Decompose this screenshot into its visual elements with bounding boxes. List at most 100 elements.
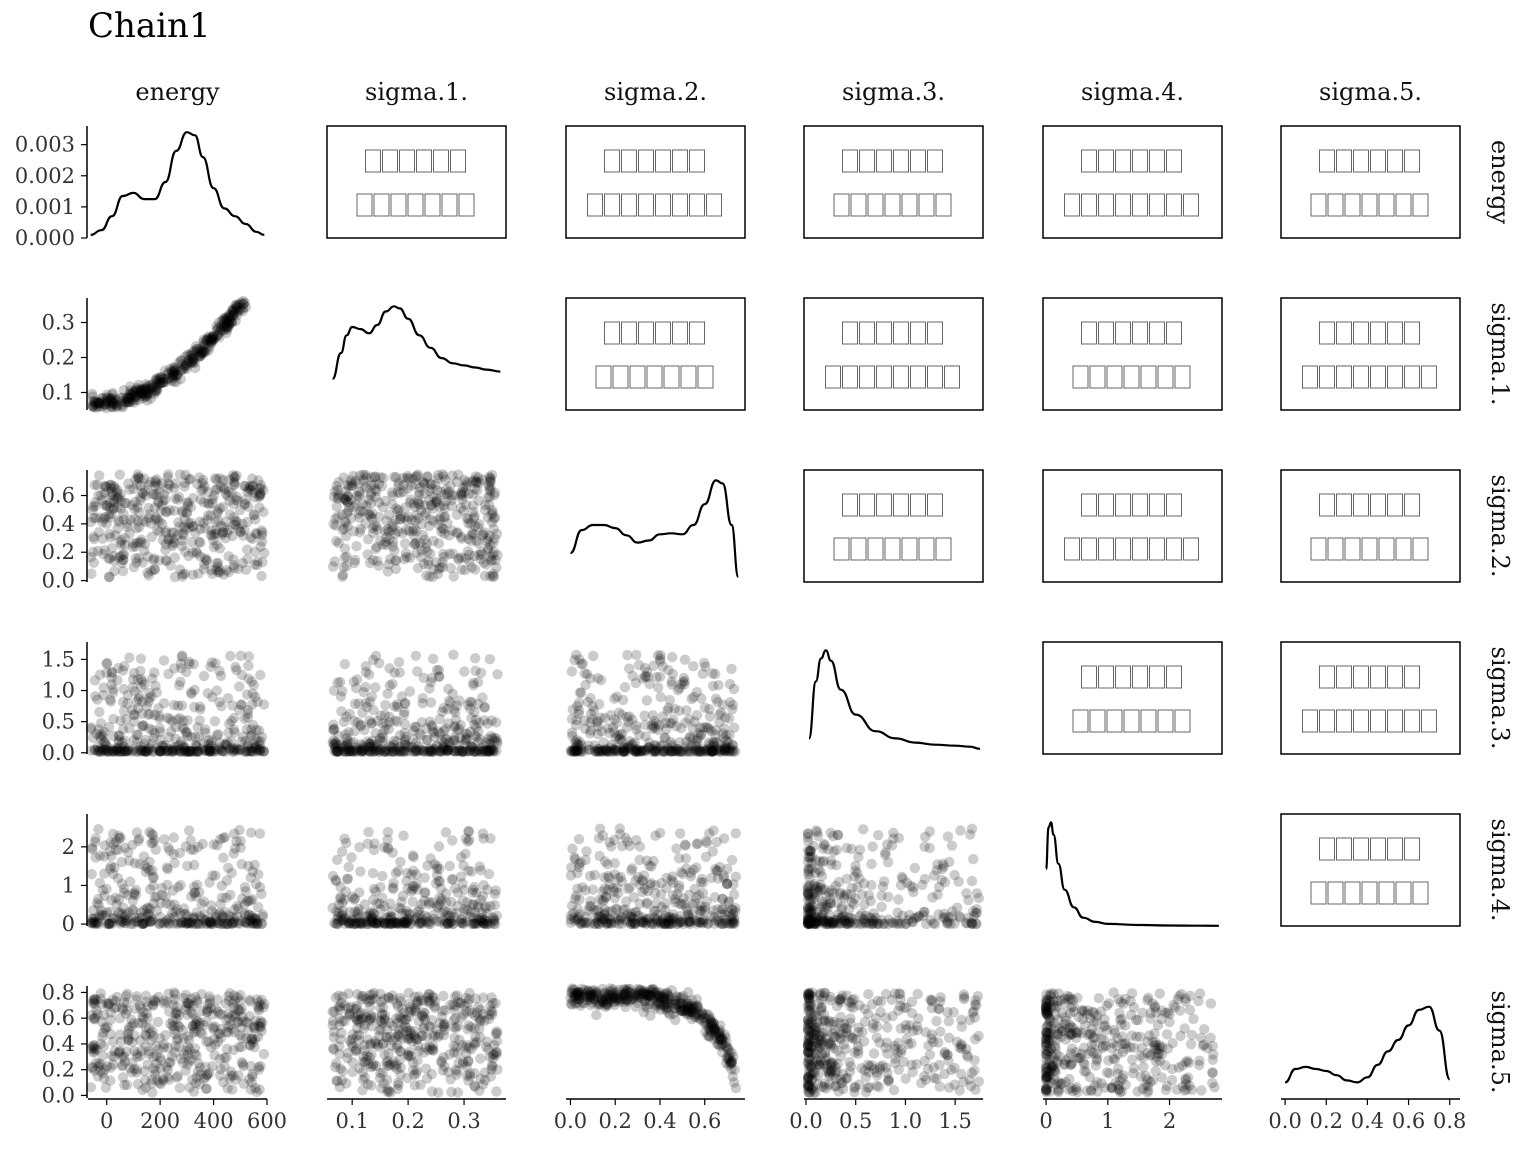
scatter-point: [116, 396, 127, 407]
missing-glyph-box: [850, 193, 867, 217]
missing-glyph-box: [1370, 665, 1386, 689]
scatter-point: [196, 347, 207, 359]
scatter-point: [614, 829, 626, 840]
scatter-point: [218, 475, 229, 486]
scatter-point: [439, 503, 450, 514]
scatter-point: [212, 557, 224, 569]
scatter-point: [151, 373, 162, 384]
scatter-point: [119, 396, 130, 407]
density-curve-sigma.3.: [807, 649, 981, 750]
scatter-point: [463, 488, 474, 500]
missing-glyph-box: [433, 149, 449, 173]
scatter-point: [140, 391, 151, 402]
scatter-point: [219, 484, 230, 495]
missing-glyph-box: [621, 193, 637, 217]
scatter-point: [247, 480, 259, 491]
scatter-point: [133, 379, 144, 391]
scatter-point: [140, 1029, 151, 1040]
missing-glyph-box: [1106, 365, 1123, 389]
missing-glyph-box: [1395, 537, 1412, 561]
scatter-point: [333, 537, 344, 549]
scatter-point: [207, 334, 219, 345]
scatter-point: [428, 535, 439, 547]
scatter-point: [238, 530, 249, 541]
scatter-point: [490, 555, 501, 566]
missing-glyph-box: [876, 321, 892, 345]
density-curve-energy: [90, 131, 265, 236]
scatter-point: [92, 479, 103, 491]
scatter-point: [468, 677, 479, 689]
scatter-point: [154, 1033, 166, 1044]
scatter-point: [211, 474, 222, 485]
scatter-point: [218, 852, 229, 863]
missing-glyph-box: [399, 149, 415, 173]
scatter-point: [331, 480, 342, 492]
scatter-point: [111, 401, 122, 412]
scatter-point: [368, 554, 379, 566]
scatter-point: [466, 562, 477, 573]
scatter-point: [207, 330, 219, 341]
scatter-point: [106, 397, 117, 409]
missing-glyph-box: [1174, 365, 1191, 389]
scatter-point: [88, 905, 99, 916]
scatter-point: [166, 367, 177, 378]
scatter-point: [135, 495, 146, 506]
scatter-point: [125, 381, 136, 392]
scatter-point: [358, 687, 369, 698]
scatter-point: [463, 826, 474, 837]
scatter-point: [166, 365, 178, 376]
scatter-point: [221, 565, 232, 576]
scatter-point: [119, 532, 130, 544]
scatter-point: [161, 555, 172, 567]
missing-glyph-box: [1132, 537, 1148, 561]
missing-glyph-box: [1149, 193, 1165, 217]
scatter-point: [99, 726, 110, 738]
scatter-point: [135, 1050, 146, 1062]
scatter-point: [172, 369, 183, 380]
scatter-point: [214, 503, 225, 514]
scatter-point: [120, 497, 132, 509]
scatter-point: [488, 490, 500, 501]
scatter-point: [144, 509, 155, 520]
scatter-point: [137, 487, 148, 499]
scatter-point: [168, 362, 180, 373]
scatter-point: [242, 516, 253, 528]
scatter-point: [584, 728, 596, 739]
missing-glyph-box: [1336, 365, 1352, 389]
scatter-point: [459, 487, 470, 498]
scatter-point: [430, 497, 441, 508]
scatter-point: [230, 299, 241, 311]
scatter-point: [242, 708, 254, 719]
scatter-point: [100, 481, 111, 492]
scatter-point: [810, 889, 821, 900]
missing-glyph-box: [706, 193, 722, 217]
scatter-point: [425, 548, 436, 559]
scatter-point: [190, 527, 201, 539]
scatter-point: [114, 469, 126, 480]
scatter-point: [231, 743, 242, 754]
missing-glyph-box: [672, 193, 688, 217]
row-header-0: energy: [1486, 140, 1514, 225]
missing-glyph-box: [1166, 193, 1182, 217]
missing-glyph-box: [1378, 881, 1395, 905]
scatter-point: [147, 724, 158, 736]
scatter-point: [143, 480, 154, 491]
scatter-point: [131, 384, 142, 395]
missing-glyph-box: [1327, 537, 1344, 561]
scatter-point: [111, 487, 122, 498]
scatter-point: [235, 304, 247, 315]
scatter-point: [154, 723, 166, 734]
scatter-point: [123, 392, 135, 403]
scatter-point: [196, 346, 207, 357]
scatter-point: [917, 879, 928, 891]
scatter-point: [576, 740, 587, 751]
scatter-point: [341, 531, 352, 542]
scatter-point: [468, 513, 480, 524]
scatter-point: [387, 882, 399, 893]
scatter-point: [176, 355, 187, 367]
scatter-point: [193, 731, 205, 743]
scatter-point: [129, 386, 140, 397]
missing-glyph-box: [1132, 665, 1148, 689]
scatter-point: [663, 664, 674, 676]
scatter-point: [198, 346, 210, 357]
